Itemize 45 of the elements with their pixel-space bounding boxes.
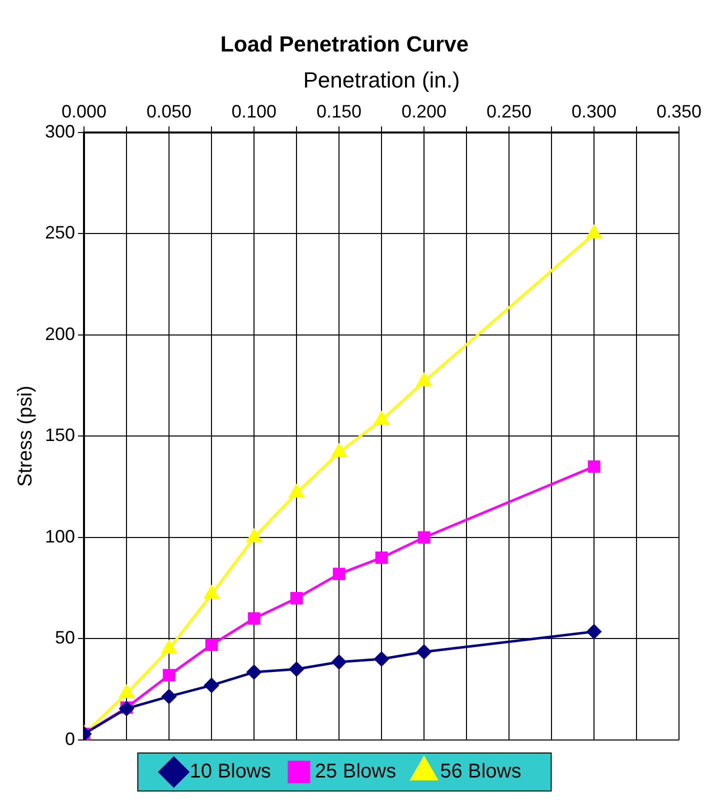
y-tick-label: 300 (44, 121, 76, 142)
point (586, 225, 602, 238)
legend-label: 25 Blows (314, 760, 396, 783)
point (332, 568, 346, 580)
point (374, 652, 389, 666)
point (162, 668, 176, 682)
chart-title: Load Penetration Curve (220, 31, 469, 56)
point (246, 529, 262, 542)
point (290, 592, 303, 604)
point (289, 484, 304, 498)
x-tick-label: 0.200 (401, 102, 447, 122)
x-tick-label: 0.250 (486, 102, 532, 122)
point (588, 460, 600, 473)
y-tick-label: 100 (44, 526, 76, 546)
point (162, 689, 176, 704)
point (375, 552, 388, 564)
x-axis-title: Penetration (in.) (303, 68, 460, 93)
x-tick-label: 0.150 (316, 102, 362, 122)
y-tick-label: 50 (55, 628, 76, 648)
legend-label: 10 Blows (190, 760, 271, 783)
point (162, 640, 176, 654)
point (416, 644, 432, 660)
point (586, 624, 602, 639)
point (248, 612, 260, 625)
point (418, 531, 430, 544)
y-tick-label: 250 (44, 222, 76, 243)
x-tick-label: 0.350 (656, 102, 702, 122)
x-tick-label: 0.100 (232, 102, 277, 122)
y-axis-title: Stress (psi) (14, 386, 37, 487)
point (204, 586, 219, 599)
y-tick-label: 200 (44, 324, 76, 344)
y-tick-label: 0 (65, 728, 76, 749)
legend-label: 56 Blows (440, 760, 522, 783)
x-tick-label: 0.300 (571, 102, 617, 122)
point (205, 638, 218, 652)
point (332, 654, 346, 670)
point (332, 444, 346, 458)
point (289, 662, 304, 676)
x-tick-label: 0.000 (62, 102, 107, 122)
y-tick-label: 150 (44, 425, 76, 446)
point (374, 412, 389, 425)
point (416, 373, 432, 386)
x-tick-label: 0.050 (146, 102, 192, 122)
point (204, 678, 219, 693)
point (246, 664, 262, 680)
